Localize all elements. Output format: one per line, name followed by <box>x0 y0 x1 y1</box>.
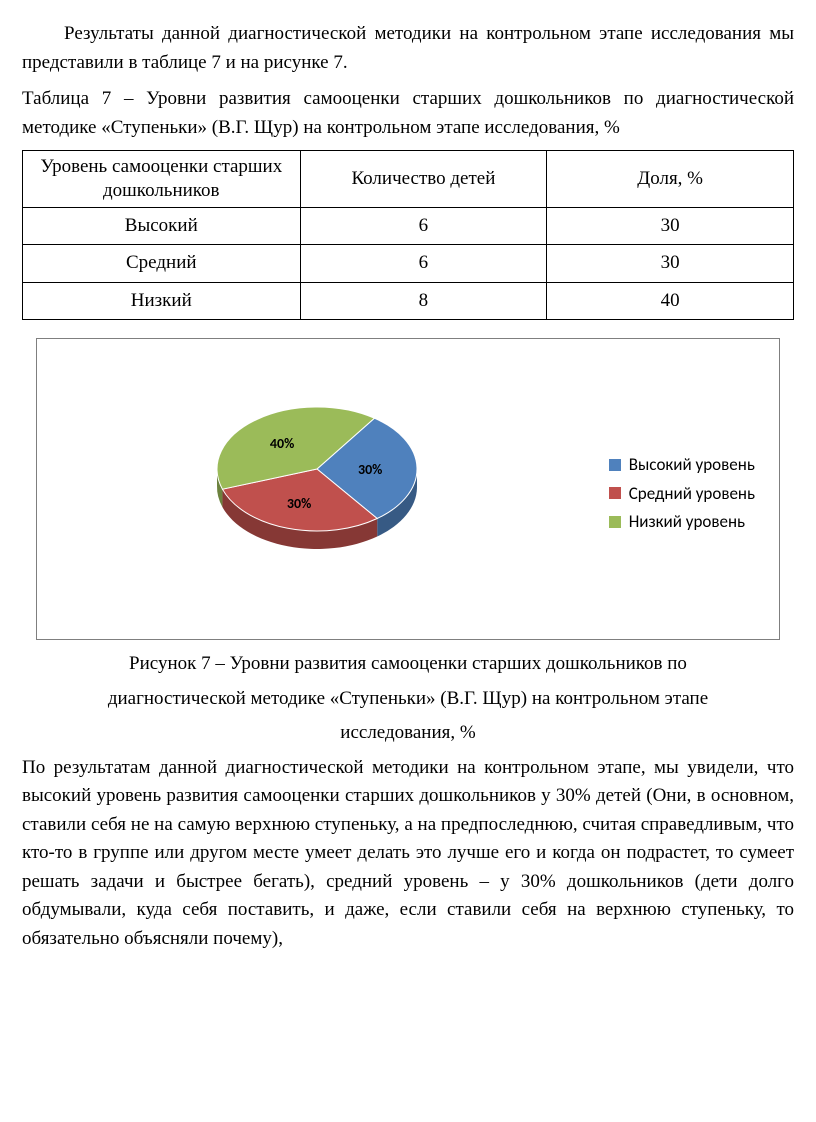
table-cell: Высокий <box>23 207 301 245</box>
pie-pct-label: 30% <box>358 459 382 480</box>
table-cell: 8 <box>300 282 547 320</box>
table-row: Средний630 <box>23 245 794 283</box>
pie-pct-label: 30% <box>287 493 311 514</box>
table-body: Высокий630Средний630Низкий840 <box>23 207 794 320</box>
th-count: Количество детей <box>300 151 547 208</box>
legend-swatch <box>609 459 621 471</box>
table-row: Высокий630 <box>23 207 794 245</box>
table-cell: 30 <box>547 245 794 283</box>
data-table: Уровень самооценки старших дошкольников … <box>22 150 794 320</box>
pie-pct-label: 40% <box>270 433 294 454</box>
legend-item: Низкий уровень <box>609 509 755 535</box>
table-header-row: Уровень самооценки старших дошкольников … <box>23 151 794 208</box>
legend-item: Высокий уровень <box>609 452 755 478</box>
body-paragraph: По результатам данной диагностической ме… <box>22 754 794 954</box>
legend-swatch <box>609 516 621 528</box>
table-row: Низкий840 <box>23 282 794 320</box>
table-cell: 6 <box>300 245 547 283</box>
legend-swatch <box>609 487 621 499</box>
table-cell: 40 <box>547 282 794 320</box>
table-cell: Средний <box>23 245 301 283</box>
legend-label: Низкий уровень <box>629 509 745 535</box>
figure-caption-line-1: Рисунок 7 – Уровни развития самооценки с… <box>22 650 794 679</box>
th-share: Доля, % <box>547 151 794 208</box>
legend-label: Средний уровень <box>629 481 755 507</box>
legend-item: Средний уровень <box>609 481 755 507</box>
pie-chart: 30% 30% 40% <box>192 369 442 579</box>
table-cell: 30 <box>547 207 794 245</box>
th-level: Уровень самооценки старших дошкольников <box>23 151 301 208</box>
figure-caption-line-2: диагностической методике «Ступеньки» (В.… <box>22 685 794 714</box>
pie-chart-container: 30% 30% 40% Высокий уровень Средний уровень… <box>36 338 780 640</box>
legend-label: Высокий уровень <box>629 452 755 478</box>
figure-caption-line-3: исследования, % <box>22 719 794 748</box>
table-caption: Таблица 7 – Уровни развития самооценки с… <box>22 85 794 142</box>
intro-paragraph: Результаты данной диагностической методи… <box>22 20 794 77</box>
table-cell: 6 <box>300 207 547 245</box>
table-cell: Низкий <box>23 282 301 320</box>
legend: Высокий уровень Средний уровеньНизкий уро… <box>609 449 755 538</box>
